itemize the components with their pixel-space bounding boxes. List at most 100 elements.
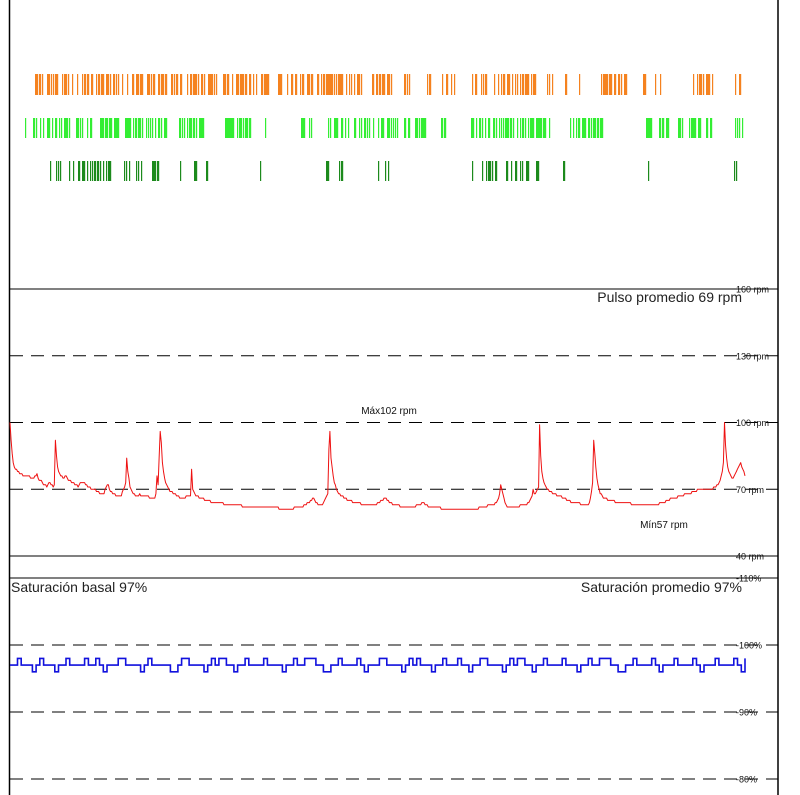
event-mark-row1 (77, 74, 79, 95)
event-mark-row2 (668, 118, 670, 138)
event-mark-row2 (187, 118, 189, 138)
event-mark-row1 (483, 74, 485, 95)
event-mark-row2 (415, 118, 417, 138)
event-mark-row2 (530, 118, 532, 138)
event-mark-row2 (662, 118, 664, 138)
event-mark-row1 (209, 74, 211, 95)
event-mark-row2 (424, 118, 426, 138)
event-mark-row1 (159, 74, 161, 95)
event-mark-row1 (372, 74, 374, 95)
event-mark-row1 (195, 74, 197, 95)
event-mark-row1 (72, 74, 74, 95)
event-mark-row3 (97, 161, 99, 181)
event-mark-row1 (103, 74, 105, 95)
event-mark-row2 (444, 118, 446, 138)
event-mark-row1 (309, 74, 311, 95)
event-mark-row2 (165, 118, 167, 138)
event-mark-row2 (200, 118, 202, 138)
event-mark-row3 (342, 161, 344, 181)
event-mark-row1 (404, 74, 406, 95)
event-mark-row2 (359, 118, 361, 138)
event-mark-row2 (573, 118, 575, 138)
event-mark-row2 (472, 118, 474, 138)
event-mark-row2 (706, 118, 708, 138)
event-mark-row3 (56, 161, 58, 181)
event-mark-row3 (339, 161, 341, 181)
event-mark-row1 (447, 74, 449, 95)
event-mark-row2 (600, 118, 602, 138)
event-mark-row2 (473, 118, 475, 138)
event-mark-row1 (481, 74, 483, 95)
event-mark-row1 (384, 74, 386, 95)
event-mark-row3 (472, 161, 474, 181)
event-mark-row2 (589, 118, 591, 138)
event-mark-row1 (655, 74, 657, 95)
event-mark-row3 (482, 161, 484, 181)
event-mark-row1 (359, 74, 361, 95)
event-mark-row2 (393, 118, 395, 138)
event-mark-row1 (515, 74, 517, 95)
event-mark-row1 (699, 74, 701, 95)
event-mark-row1 (618, 74, 620, 95)
event-mark-row1 (138, 74, 140, 95)
pulse-average-label: Pulso promedio 69 rpm (597, 289, 742, 305)
event-mark-row1 (700, 74, 702, 95)
event-mark-row1 (193, 74, 195, 95)
event-mark-row2 (373, 118, 375, 138)
event-mark-row1 (180, 74, 182, 95)
event-mark-row1 (376, 74, 378, 95)
saturation-tick-label: -110% (736, 574, 761, 584)
event-mark-row2 (82, 118, 84, 138)
event-mark-row1 (162, 74, 164, 95)
event-mark-row2 (228, 118, 230, 138)
event-mark-row2 (203, 118, 205, 138)
event-mark-row2 (698, 118, 700, 138)
event-mark-row1 (172, 74, 174, 95)
event-mark-row2 (56, 118, 58, 138)
event-mark-row1 (237, 74, 239, 95)
event-mark-row2 (387, 118, 389, 138)
event-mark-row2 (537, 118, 539, 138)
event-mark-row2 (476, 118, 478, 138)
event-mark-row2 (507, 118, 509, 138)
event-mark-row1 (528, 74, 530, 95)
event-mark-row1 (163, 74, 165, 95)
event-mark-row3 (157, 161, 159, 181)
event-mark-row1 (49, 74, 51, 95)
event-mark-row1 (494, 74, 496, 95)
event-mark-row1 (354, 74, 356, 95)
event-mark-row1 (566, 74, 568, 95)
event-mark-row2 (689, 118, 691, 138)
saturation-series-line (10, 657, 746, 673)
event-mark-row2 (179, 118, 181, 138)
event-mark-row2 (101, 118, 103, 138)
event-mark-row1 (336, 74, 338, 95)
event-mark-row2 (525, 118, 527, 138)
event-mark-row2 (520, 118, 522, 138)
event-mark-row3 (73, 161, 75, 181)
event-mark-row2 (152, 118, 154, 138)
event-mark-row2 (302, 118, 304, 138)
event-mark-row2 (649, 118, 651, 138)
event-mark-row2 (225, 118, 227, 138)
event-mark-row3 (536, 161, 538, 181)
event-mark-row1 (151, 74, 153, 95)
event-mark-row1 (262, 74, 264, 95)
event-mark-row3 (486, 161, 488, 181)
event-mark-row1 (712, 74, 714, 95)
event-mark-row1 (114, 74, 116, 95)
event-mark-row2 (166, 118, 168, 138)
event-mark-row2 (140, 118, 142, 138)
event-mark-row2 (227, 118, 229, 138)
event-mark-row1 (644, 74, 646, 95)
event-mark-row2 (742, 118, 744, 138)
event-mark-row1 (349, 74, 351, 95)
event-mark-row1 (228, 74, 230, 95)
event-mark-row2 (69, 118, 71, 138)
event-mark-row1 (601, 74, 603, 95)
event-mark-row2 (471, 118, 473, 138)
event-mark-row2 (111, 118, 113, 138)
event-mark-row1 (377, 74, 379, 95)
event-mark-row3 (327, 161, 329, 181)
event-mark-row1 (520, 74, 522, 95)
